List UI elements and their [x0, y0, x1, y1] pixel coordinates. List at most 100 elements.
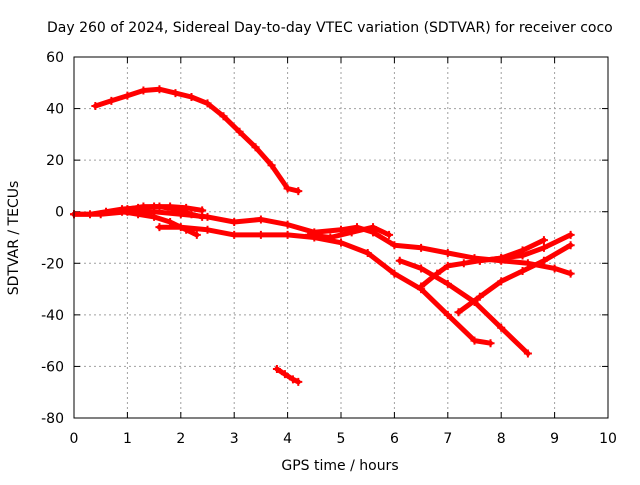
- data-layer: [70, 85, 575, 386]
- data-point: [198, 212, 207, 221]
- data-point: [219, 112, 228, 121]
- data-point: [417, 282, 426, 291]
- data-point: [486, 339, 495, 348]
- data-point: [256, 215, 265, 224]
- data-point: [475, 292, 484, 301]
- data-point: [123, 91, 132, 100]
- data-point: [539, 243, 548, 252]
- y-tick-label: -60: [41, 359, 64, 375]
- data-point: [171, 205, 180, 214]
- data-point: [417, 243, 426, 252]
- data-point: [283, 230, 292, 239]
- data-point: [470, 336, 479, 345]
- series-arc11: [477, 237, 547, 264]
- series-arc6: [156, 224, 493, 346]
- data-point: [139, 202, 148, 211]
- plot-frame: [73, 56, 609, 419]
- data-point: [118, 207, 127, 216]
- data-point: [96, 210, 105, 219]
- y-tick-label: -80: [41, 411, 64, 427]
- x-tick-label: 8: [497, 431, 506, 447]
- data-point: [155, 223, 164, 232]
- data-point: [337, 238, 345, 247]
- x-tick-label: 7: [443, 431, 452, 447]
- data-point: [395, 256, 404, 265]
- data-point: [155, 202, 164, 211]
- y-tick-label: -20: [41, 256, 64, 272]
- x-tick-label: 9: [550, 431, 559, 447]
- x-tick-label: 4: [283, 431, 292, 447]
- data-point: [475, 256, 484, 265]
- data-point: [363, 248, 372, 257]
- data-point: [187, 92, 196, 101]
- data-point: [385, 230, 394, 239]
- data-point: [454, 308, 463, 317]
- y-tick-label: -40: [41, 308, 64, 324]
- data-point: [107, 96, 116, 105]
- data-point: [294, 187, 303, 196]
- data-point: [288, 375, 297, 384]
- data-point: [155, 85, 164, 94]
- data-point: [230, 230, 239, 239]
- data-point: [539, 256, 548, 265]
- data-point: [176, 223, 185, 232]
- data-point: [187, 210, 196, 219]
- series-arc9: [456, 242, 574, 315]
- data-point: [347, 228, 356, 237]
- data-point: [497, 277, 506, 286]
- x-tick-label: 0: [70, 431, 79, 447]
- x-tick-label: 1: [123, 431, 132, 447]
- data-point: [203, 99, 212, 108]
- x-tick-label: 6: [390, 431, 399, 447]
- data-point: [443, 279, 452, 288]
- x-tick-label: 2: [176, 431, 185, 447]
- tick-layer: 0 1 2 3 4 5 6 7 8 9 10 -80 -60 -40 -20 0 20 40 60: [41, 50, 617, 447]
- data-point: [280, 370, 289, 379]
- data-point: [518, 267, 527, 276]
- data-point: [283, 184, 292, 193]
- x-axis-label: GPS time / hours: [281, 458, 398, 474]
- y-axis-label: SDTVAR / TECUs: [6, 181, 22, 296]
- data-point: [566, 241, 575, 250]
- data-point: [267, 161, 276, 170]
- data-point: [150, 212, 159, 221]
- data-point: [443, 310, 452, 319]
- data-point: [497, 323, 506, 332]
- data-point: [417, 264, 426, 273]
- data-point: [390, 241, 399, 250]
- data-point: [283, 220, 292, 229]
- data-point: [518, 246, 527, 255]
- y-tick-label: 0: [55, 205, 64, 221]
- data-point: [235, 127, 244, 136]
- data-point: [171, 89, 180, 98]
- data-point: [459, 259, 468, 268]
- data-point: [294, 377, 303, 386]
- data-point: [497, 254, 506, 263]
- x-tick-label: 5: [337, 431, 346, 447]
- y-tick-label: 20: [46, 153, 64, 169]
- x-tick-label: 10: [599, 431, 617, 447]
- data-point: [390, 269, 399, 278]
- data-point: [251, 143, 260, 152]
- chart-title: Day 260 of 2024, Sidereal Day-to-day VTE…: [47, 20, 613, 36]
- series-arc12: [274, 366, 301, 385]
- data-point: [134, 210, 143, 219]
- data-point: [256, 230, 265, 239]
- y-tick-label: 60: [46, 50, 64, 66]
- data-point: [203, 225, 212, 234]
- data-point: [304, 230, 313, 239]
- data-point: [272, 365, 281, 374]
- data-point: [523, 349, 532, 358]
- data-point: [230, 218, 239, 227]
- data-point: [192, 230, 201, 239]
- data-point: [566, 230, 575, 239]
- data-point: [139, 86, 148, 95]
- data-point: [91, 101, 100, 110]
- series-arc7: [397, 258, 531, 356]
- data-point: [326, 233, 335, 242]
- data-point: [566, 269, 575, 278]
- x-tick-label: 3: [230, 431, 239, 447]
- data-point: [433, 269, 442, 278]
